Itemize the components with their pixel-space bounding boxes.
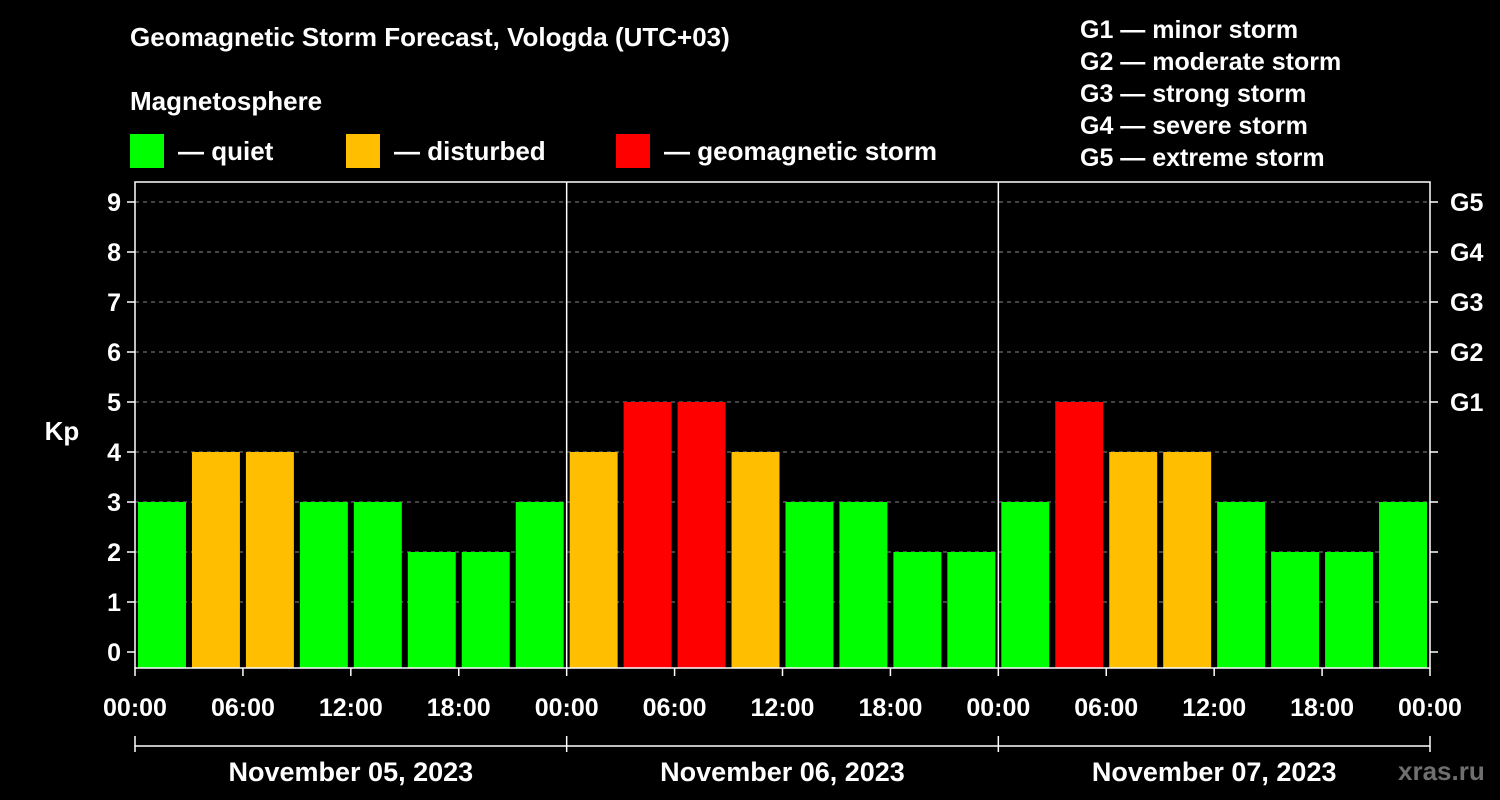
g-level-1: G1 — minor storm	[1080, 16, 1299, 44]
ytick-label-3: 3	[107, 489, 121, 517]
watermark: xras.ru	[1398, 756, 1485, 786]
legend-item-quiet: — quiet	[130, 134, 273, 168]
bar-3	[299, 502, 348, 668]
legend-swatch-disturbed	[346, 134, 380, 168]
bar-17	[1055, 402, 1104, 668]
xtick-label-9: 06:00	[1074, 694, 1138, 722]
day-label-2: November 07, 2023	[1092, 757, 1337, 787]
legend-swatch-storm	[616, 134, 650, 168]
legend-label-disturbed: — disturbed	[394, 135, 546, 166]
g-axis-label-g5: G5	[1450, 189, 1483, 217]
g-axis-label-g3: G3	[1450, 289, 1483, 317]
ytick-label-1: 1	[107, 589, 121, 617]
xtick-label-10: 12:00	[1182, 694, 1246, 722]
xtick-label-8: 00:00	[966, 694, 1030, 722]
ytick-label-8: 8	[107, 239, 121, 267]
bar-20	[1217, 502, 1266, 668]
bar-13	[839, 502, 888, 668]
legend-label-storm: — geomagnetic storm	[664, 135, 938, 166]
bar-5	[407, 552, 456, 668]
ytick-label-7: 7	[107, 289, 121, 317]
bar-1	[191, 452, 240, 668]
bar-14	[893, 552, 942, 668]
ytick-label-9: 9	[107, 189, 121, 217]
xtick-label-1: 06:00	[211, 694, 275, 722]
g-level-4: G4 — severe storm	[1080, 112, 1308, 140]
ytick-label-4: 4	[107, 439, 121, 467]
xtick-label-12: 00:00	[1398, 694, 1462, 722]
bar-9	[623, 402, 672, 668]
g-level-2: G2 — moderate storm	[1080, 48, 1342, 76]
bar-6	[461, 552, 510, 668]
xtick-label-5: 06:00	[643, 694, 707, 722]
legend-heading: Magnetosphere	[130, 86, 323, 116]
legend-item-disturbed: — disturbed	[346, 134, 546, 168]
y-axis-label: Kp	[45, 416, 80, 446]
day-label-1: November 06, 2023	[660, 757, 905, 787]
xtick-label-7: 18:00	[858, 694, 922, 722]
bar-15	[947, 552, 996, 668]
xtick-label-2: 12:00	[319, 694, 383, 722]
legend-item-storm: — geomagnetic storm	[616, 134, 937, 168]
legend-label-quiet: — quiet	[178, 135, 274, 166]
bar-2	[245, 452, 294, 668]
bar-0	[138, 502, 186, 668]
bar-16	[1001, 502, 1050, 668]
bar-12	[785, 502, 834, 668]
bar-4	[353, 502, 402, 668]
bar-7	[515, 502, 564, 668]
xtick-label-4: 00:00	[535, 694, 599, 722]
g-level-5: G5 — extreme storm	[1080, 144, 1325, 172]
g-axis-label-g2: G2	[1450, 339, 1483, 367]
xtick-label-0: 00:00	[103, 694, 167, 722]
bar-19	[1163, 452, 1212, 668]
ytick-label-2: 2	[107, 539, 121, 567]
bar-11	[731, 452, 780, 668]
bar-23	[1379, 502, 1427, 668]
ytick-label-0: 0	[107, 639, 121, 667]
day-label-0: November 05, 2023	[229, 757, 474, 787]
xtick-label-3: 18:00	[427, 694, 491, 722]
g-scale-legend: G1 — minor storm G2 — moderate storm G3 …	[1080, 14, 1341, 174]
bar-10	[677, 402, 726, 668]
bar-18	[1109, 452, 1158, 668]
xtick-label-6: 12:00	[751, 694, 815, 722]
legend-swatch-quiet	[130, 134, 164, 168]
ytick-label-5: 5	[107, 389, 121, 417]
ytick-label-6: 6	[107, 339, 121, 367]
g-level-3: G3 — strong storm	[1080, 80, 1307, 108]
bar-8	[569, 452, 618, 668]
bar-21	[1271, 552, 1320, 668]
xtick-label-11: 18:00	[1290, 694, 1354, 722]
g-axis-label-g1: G1	[1450, 389, 1483, 417]
g-axis-label-g4: G4	[1450, 239, 1483, 267]
chart-title: Geomagnetic Storm Forecast, Vologda (UTC…	[130, 22, 730, 52]
bar-22	[1325, 552, 1374, 668]
